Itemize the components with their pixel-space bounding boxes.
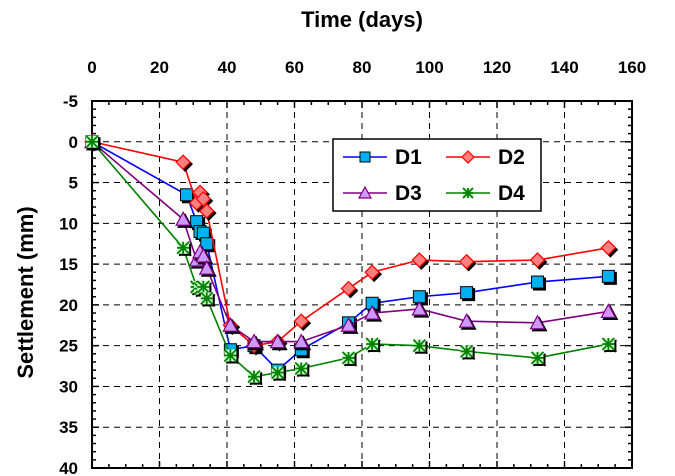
data-point-d2 <box>600 239 617 256</box>
data-point-d2 <box>340 280 357 297</box>
data-point-d1 <box>531 275 544 289</box>
y-tick-label: 20 <box>59 296 78 315</box>
legend: D1 D2 D3 D4 <box>332 138 542 212</box>
data-point-d3 <box>340 317 357 332</box>
y-tick-label: 40 <box>59 459 78 476</box>
y-tick-labels: -5 0 5 10 15 20 25 30 35 40 <box>59 92 78 476</box>
legend-box <box>332 138 542 212</box>
legend-items: D1 D2 D3 D4 <box>343 146 525 205</box>
data-point-d2 <box>364 264 380 281</box>
legend-marker-d3 <box>357 185 373 199</box>
x-tick-label: 20 <box>150 58 169 77</box>
data-point-d3 <box>458 312 475 328</box>
data-point-d3 <box>269 333 286 349</box>
x-tick-label: 0 <box>87 58 96 77</box>
data-point-d2 <box>458 253 475 270</box>
data-point-d3 <box>411 300 428 316</box>
legend-marker-d4 <box>462 187 474 199</box>
y-tick-label: 5 <box>69 174 78 193</box>
data-point-d4 <box>270 365 285 380</box>
data-point-d3 <box>529 314 546 330</box>
data-point-d3 <box>175 210 192 226</box>
legend-item-d4: D4 <box>446 182 525 205</box>
data-point-d3 <box>198 259 215 275</box>
y-tick-label: 35 <box>59 418 78 437</box>
x-tick-label: 60 <box>285 58 304 77</box>
legend-label-d1: D1 <box>395 146 422 169</box>
data-point-d3 <box>600 303 617 319</box>
data-point-d2 <box>411 252 428 268</box>
y-axis-title: Settlement (mm) <box>13 206 38 378</box>
data-point-d3 <box>293 333 310 349</box>
x-tick-labels: 0 20 40 60 80 100 120 140 160 <box>87 58 646 77</box>
legend-item-d1: D1 <box>343 146 422 169</box>
data-point-d3 <box>245 333 263 349</box>
data-point-d1 <box>601 269 615 283</box>
data-point-d2 <box>195 191 212 207</box>
legend-label-d3: D3 <box>395 182 422 205</box>
x-tick-label: 140 <box>550 58 578 77</box>
data-point-d4 <box>459 344 474 359</box>
x-tick-label: 40 <box>218 58 237 77</box>
legend-label-d2: D2 <box>498 146 525 169</box>
series-layer <box>83 133 619 386</box>
y-tick-label: 30 <box>59 377 78 396</box>
data-point-d3 <box>195 247 212 263</box>
legend-item-d2: D2 <box>446 146 525 169</box>
series-d4 <box>85 135 618 386</box>
data-point-d4 <box>365 337 379 351</box>
x-axis-title: Time (days) <box>301 7 423 32</box>
data-point-d4 <box>196 280 211 294</box>
legend-marker-d1 <box>359 151 371 163</box>
y-tick-label: 10 <box>59 214 78 233</box>
data-point-d4 <box>247 370 261 384</box>
data-point-d4 <box>294 361 308 376</box>
y-tick-label: 0 <box>69 133 78 152</box>
data-point-d2 <box>529 252 546 268</box>
legend-marker-d2 <box>461 150 475 164</box>
data-point-d4 <box>200 291 214 306</box>
tick-mark-layer <box>91 100 633 469</box>
data-point-d2 <box>293 313 310 330</box>
legend-label-d4: D4 <box>498 182 525 205</box>
data-point-d4 <box>530 351 545 365</box>
data-point-d1 <box>180 188 193 202</box>
x-tick-label: 100 <box>415 58 443 77</box>
data-point-d3 <box>222 317 239 332</box>
y-tick-label: 25 <box>59 337 78 356</box>
y-tick-label: 15 <box>59 255 78 274</box>
data-point-d3 <box>364 304 381 320</box>
data-point-d4 <box>176 241 190 255</box>
data-point-d4 <box>341 351 356 365</box>
x-tick-label: 120 <box>483 58 511 77</box>
data-point-d4 <box>223 348 238 363</box>
data-point-d2 <box>175 154 191 171</box>
data-point-d4 <box>601 337 616 351</box>
x-tick-label: 80 <box>353 58 372 77</box>
y-tick-label: -5 <box>63 92 78 111</box>
data-point-d4 <box>412 339 427 353</box>
series-d3 <box>83 133 619 351</box>
data-point-d2 <box>198 203 215 219</box>
legend-item-d3: D3 <box>343 182 422 205</box>
x-tick-label: 160 <box>618 58 646 77</box>
data-point-d1 <box>460 286 474 300</box>
data-point-d4 <box>85 135 99 149</box>
